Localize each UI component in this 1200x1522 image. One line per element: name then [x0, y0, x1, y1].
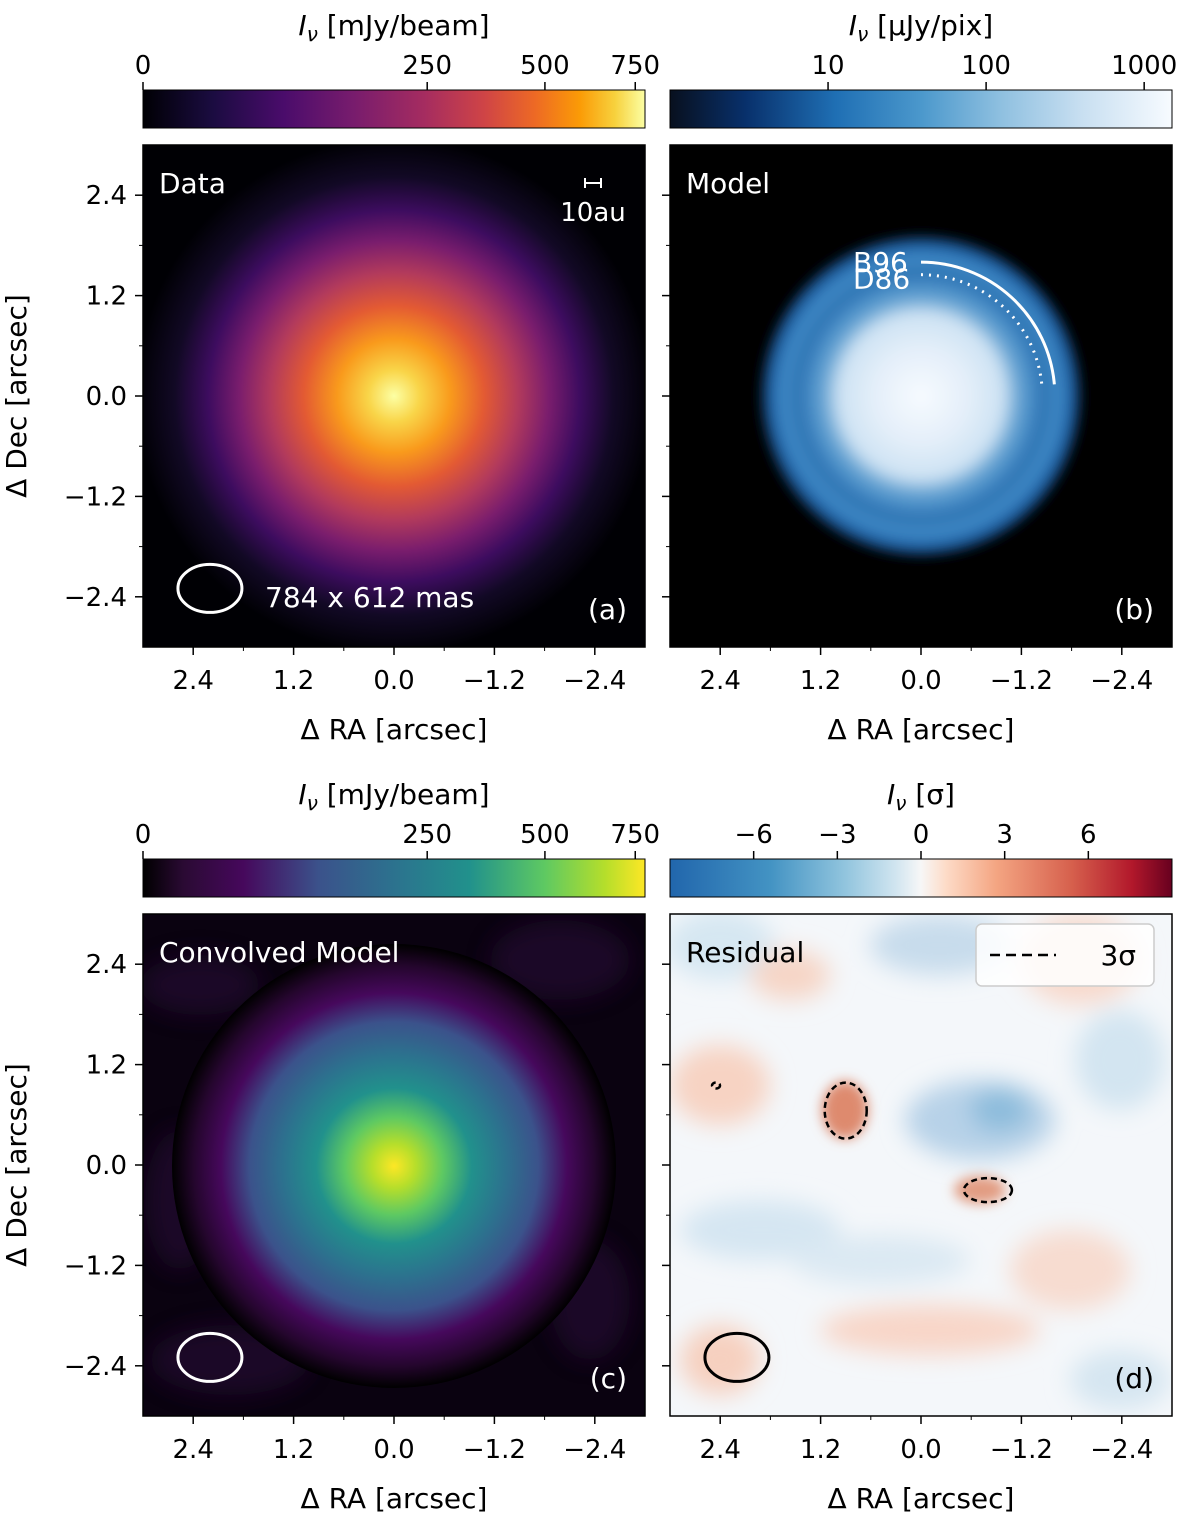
colorbar-a: [142, 89, 646, 129]
panel-title: Convolved Model: [159, 936, 399, 969]
colorbar-label: Iν [mJy/beam]: [298, 778, 489, 815]
panel-1-overlay: 0 250 500 750 Iν [mJy/beam] 2.4 1.2 0.0 −1.2 −2.4…: [0, 9, 660, 746]
x-tick-label: 2.4: [700, 666, 741, 696]
x-axis-label: Δ RA [arcsec]: [828, 713, 1015, 746]
x-tick-label: −1.2: [463, 1435, 526, 1465]
colorbar-tick-label: 100: [961, 51, 1011, 81]
y-tick-label: 0.0: [86, 382, 127, 412]
colorbar-tick-label: −6: [735, 820, 773, 850]
panel-id: (d): [1114, 1362, 1154, 1395]
contour-3sigma: [962, 1176, 1014, 1204]
y-axis-label: Δ Dec [arcsec]: [0, 294, 33, 498]
beam-ellipse: [176, 562, 244, 614]
y-tick-label: −1.2: [64, 1251, 127, 1281]
colorbar-label: Iν [mJy/beam]: [298, 9, 489, 46]
x-tick-label: 2.4: [173, 1435, 214, 1465]
y-axis-label: Δ Dec [arcsec]: [0, 1063, 33, 1267]
colorbar-tick-label: 500: [520, 820, 570, 850]
panel-id: (b): [1114, 593, 1154, 626]
x-tick-label: −2.4: [563, 666, 626, 696]
x-axis-label: Δ RA [arcsec]: [828, 1482, 1015, 1515]
colorbar-tick-label: 250: [402, 51, 452, 81]
colorbar-label: Iν [μJy/pix]: [849, 9, 993, 46]
x-tick-label: 0.0: [373, 666, 414, 696]
scale-bar-label: 10au: [560, 198, 626, 228]
beam-size-label: 784 x 612 mas: [265, 581, 474, 614]
panel-d-image: [670, 914, 1172, 1416]
x-tick-label: −2.4: [1090, 666, 1153, 696]
panel-id: (c): [590, 1362, 627, 1395]
y-tick-label: −1.2: [64, 482, 127, 512]
colorbar-tick-label: 0: [135, 51, 152, 81]
x-tick-label: −1.2: [463, 666, 526, 696]
ring-arc-B96: [920, 260, 1056, 385]
x-tick-label: −2.4: [1090, 1435, 1153, 1465]
colorbar-tick-label: 1000: [1111, 51, 1177, 81]
panel-id: (a): [588, 593, 627, 626]
x-axis-label: Δ RA [arcsec]: [301, 1482, 488, 1515]
legend-entry: 3σ: [1100, 939, 1136, 972]
colorbar-tick-label: 0: [135, 820, 152, 850]
panel-c-image: [143, 914, 645, 1416]
x-tick-label: 2.4: [173, 666, 214, 696]
colorbar-b: [669, 89, 1173, 129]
colorbar-tick-label: 10: [812, 51, 845, 81]
x-tick-label: 1.2: [273, 666, 314, 696]
panel-4-overlay: −6 −3 0 3 6 Iν [σ] 2.4 1.2 0.0 −1.2 −2.4 Δ RA [arcs…: [662, 778, 1173, 1515]
x-axis-label: Δ RA [arcsec]: [301, 713, 488, 746]
panel-b-image: [670, 145, 1172, 647]
beam-ellipse: [176, 1331, 244, 1383]
y-tick-label: 2.4: [86, 181, 127, 211]
y-tick-label: 0.0: [86, 1151, 127, 1181]
x-tick-label: 0.0: [373, 1435, 414, 1465]
ring-label-B96: B96: [853, 246, 908, 279]
panel-title: Model: [686, 167, 770, 200]
y-tick-label: 2.4: [86, 950, 127, 980]
colorbar-tick-label: 6: [1080, 820, 1097, 850]
y-tick-label: 1.2: [86, 282, 127, 312]
x-tick-label: 0.0: [900, 1435, 941, 1465]
x-tick-label: 1.2: [800, 666, 841, 696]
x-tick-label: −2.4: [563, 1435, 626, 1465]
x-tick-label: −1.2: [990, 1435, 1053, 1465]
panel-2-overlay: 10 100 1000 Iν [μJy/pix] 2.4 1.2 0.0 −1.2 −2.4 Δ …: [662, 9, 1177, 746]
legend-box: [975, 923, 1155, 987]
x-tick-label: 1.2: [273, 1435, 314, 1465]
colorbar-c: [142, 858, 646, 898]
y-tick-label: −2.4: [64, 583, 127, 613]
ring-arc-D86: [920, 273, 1044, 386]
panel-3-overlay: 0 250 500 750 Iν [mJy/beam] 2.4 1.2 0.0 −1.2 −2.4…: [0, 778, 660, 1515]
colorbar-label: Iν [σ]: [887, 778, 955, 815]
x-tick-label: 0.0: [900, 666, 941, 696]
colorbar-tick-label: 250: [402, 820, 452, 850]
beam-ellipse: [703, 1331, 771, 1383]
panel-title: Residual: [686, 936, 804, 969]
x-tick-label: −1.2: [990, 666, 1053, 696]
panel-a-image: [143, 145, 645, 647]
colorbar-tick-label: 500: [520, 51, 570, 81]
x-tick-label: 1.2: [800, 1435, 841, 1465]
colorbar-d: [669, 858, 1173, 898]
colorbar-tick-label: 750: [610, 51, 660, 81]
colorbar-tick-label: 3: [996, 820, 1013, 850]
panel-title: Data: [159, 167, 226, 200]
colorbar-tick-label: 750: [610, 820, 660, 850]
colorbar-tick-label: 0: [913, 820, 930, 850]
y-tick-label: −2.4: [64, 1352, 127, 1382]
y-tick-label: 1.2: [86, 1051, 127, 1081]
x-tick-label: 2.4: [700, 1435, 741, 1465]
colorbar-tick-label: −3: [818, 820, 856, 850]
ring-label-D86: D86: [853, 263, 910, 296]
contour-3sigma: [710, 1081, 722, 1090]
contour-3sigma: [823, 1081, 868, 1140]
